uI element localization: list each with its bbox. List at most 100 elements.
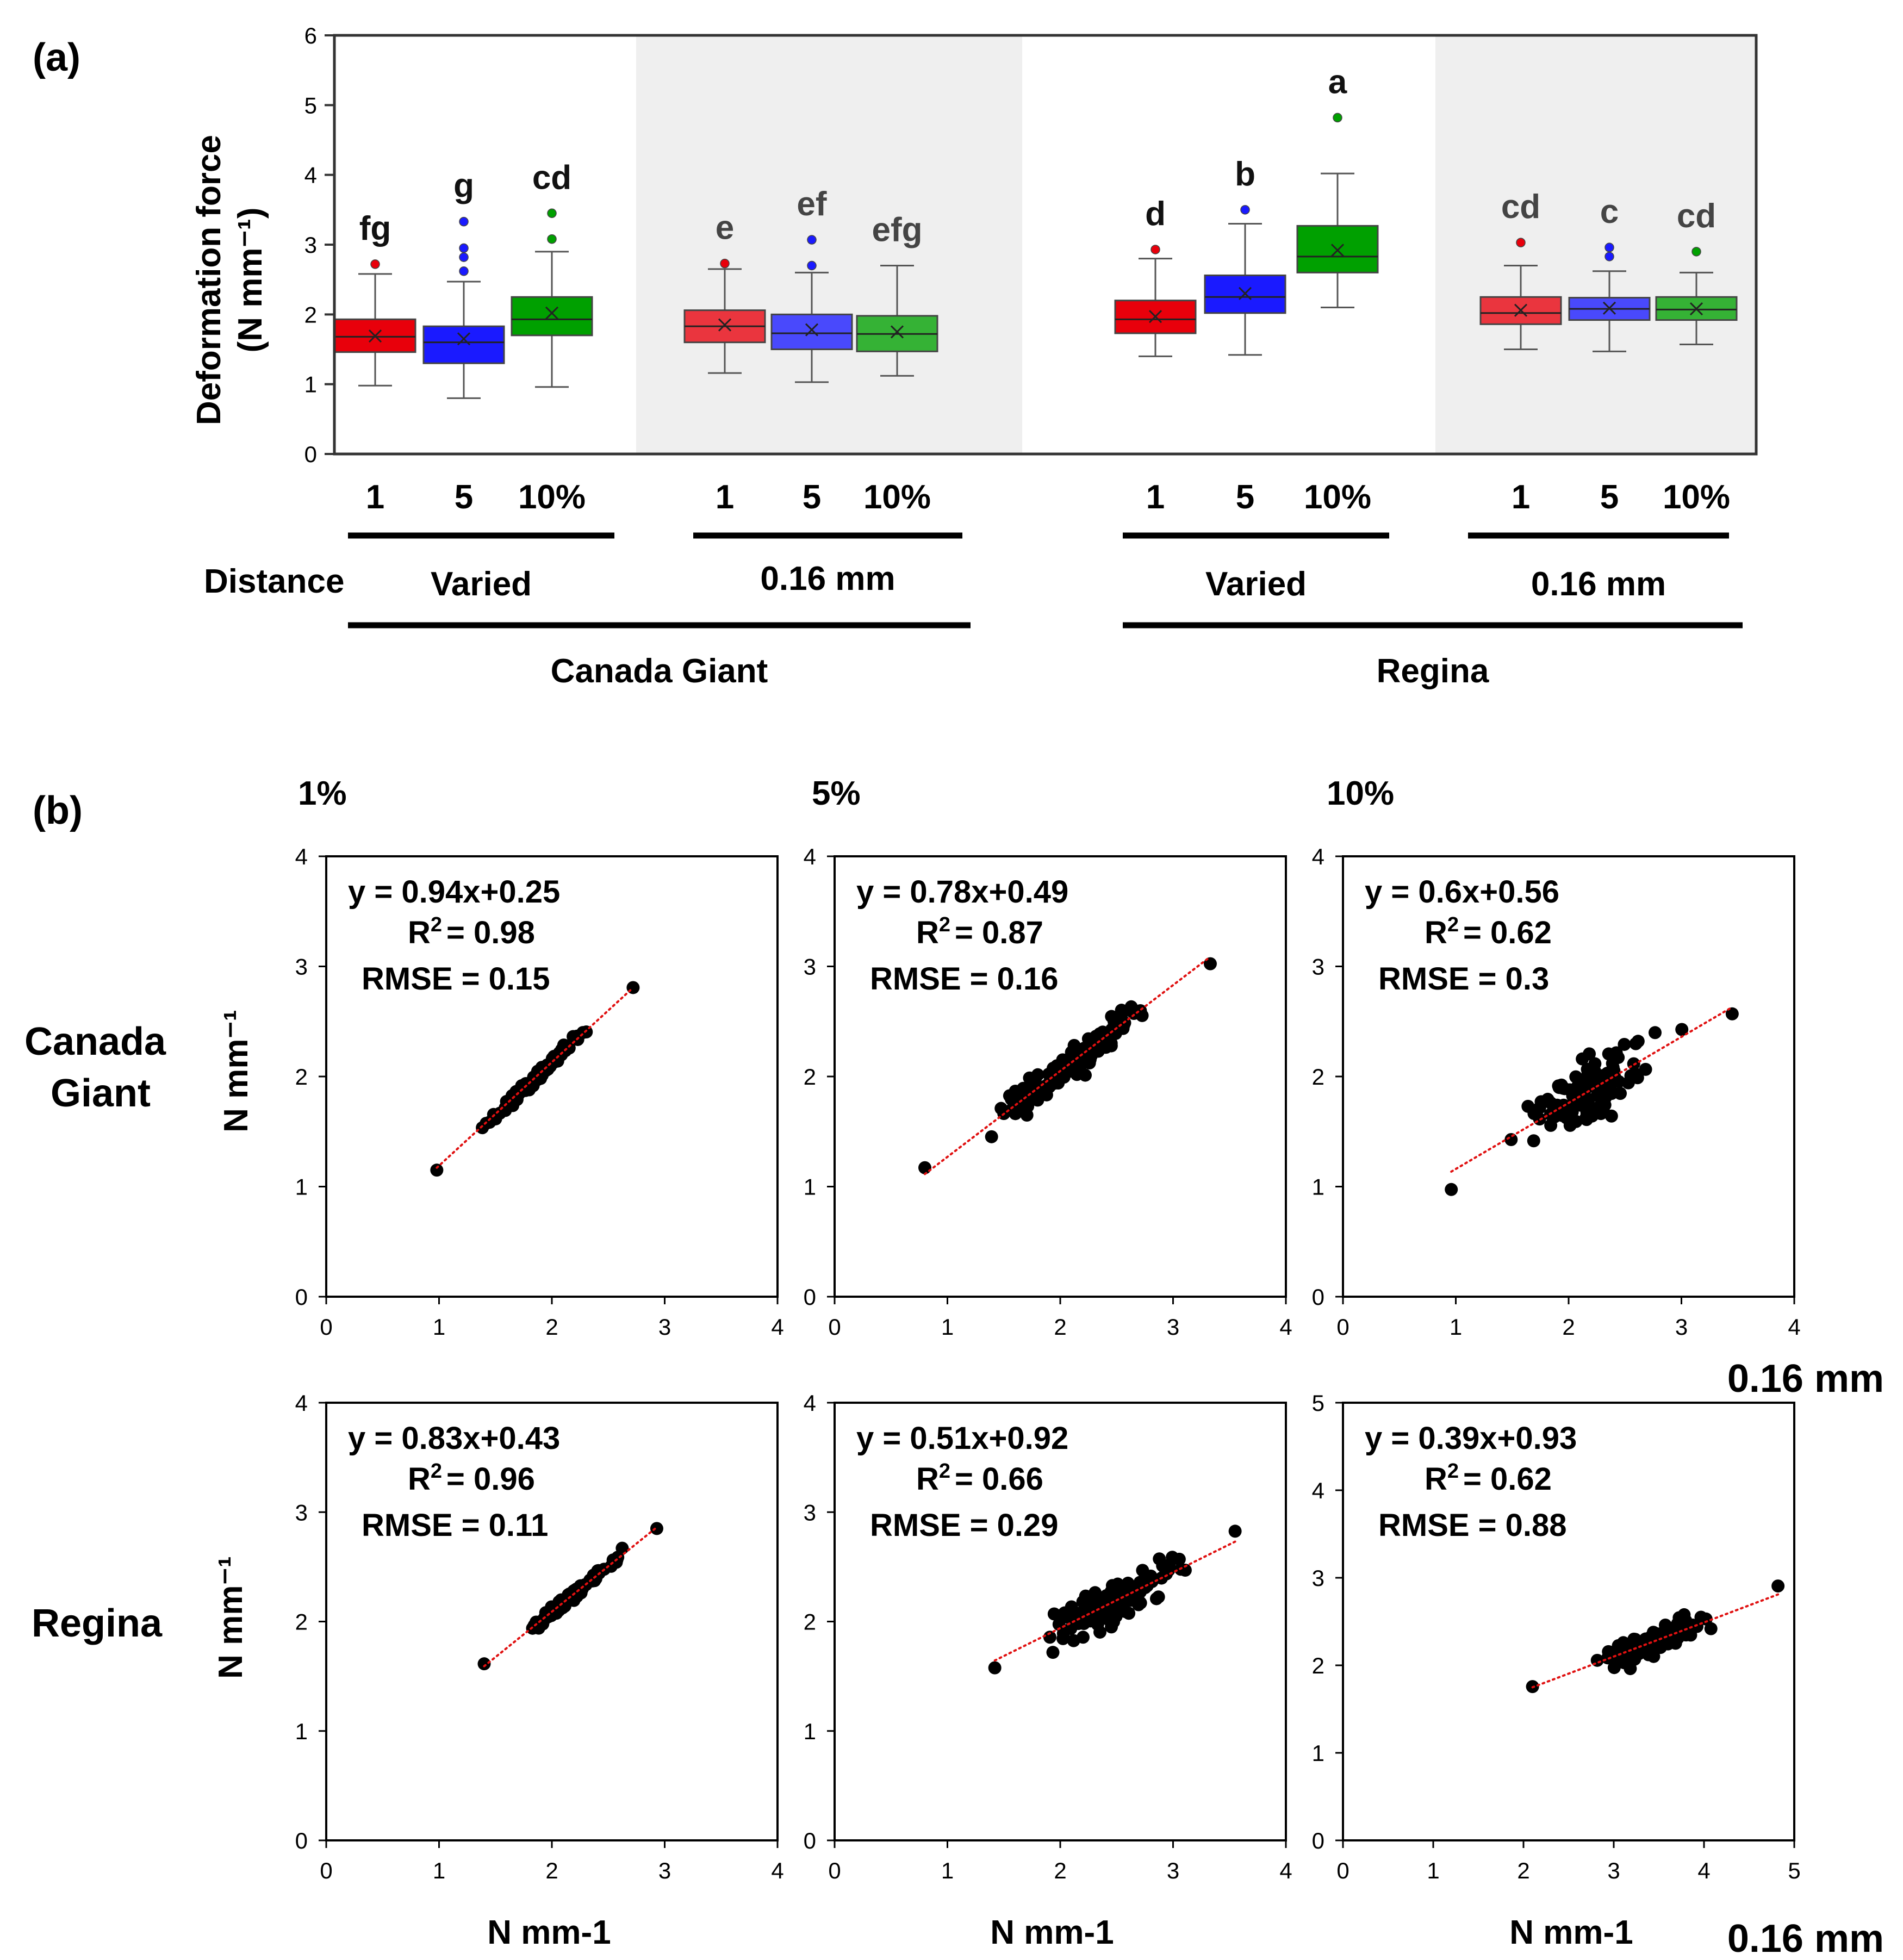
y-tick-label: 0 bbox=[804, 1284, 816, 1310]
y-tick-label: 0 bbox=[1312, 1284, 1324, 1310]
outlier-point bbox=[459, 243, 469, 253]
significance-letter: g bbox=[453, 167, 474, 205]
distance-group-label: Varied bbox=[1205, 565, 1307, 603]
r-squared-exponent: 2 bbox=[431, 913, 442, 936]
data-point bbox=[592, 1564, 605, 1577]
x-tick-label: 3 bbox=[1167, 1858, 1179, 1883]
row-header-canada: Canada bbox=[24, 1020, 166, 1063]
r-squared-value: = 0.96 bbox=[446, 1461, 535, 1497]
data-point bbox=[1576, 1052, 1589, 1066]
mean-marker bbox=[718, 318, 732, 332]
data-point bbox=[1067, 1038, 1081, 1052]
outlier-point bbox=[547, 208, 557, 218]
outlier-point bbox=[807, 235, 817, 245]
r-squared: R2 = 0.96 bbox=[408, 1460, 535, 1497]
y-tick-label: 4 bbox=[295, 844, 308, 869]
y-tick-label: 2 bbox=[295, 1609, 308, 1635]
significance-letter: e bbox=[716, 209, 734, 247]
distance-group-label: 0.16 mm bbox=[1531, 565, 1666, 603]
data-point bbox=[1086, 1609, 1099, 1622]
x-tick-label: 0 bbox=[828, 1314, 841, 1340]
y-tick-label: 2 bbox=[304, 302, 317, 327]
x-tick-label: 10% bbox=[518, 478, 586, 516]
shaded-region bbox=[1435, 35, 1756, 454]
r-squared-exponent: 2 bbox=[431, 1460, 442, 1483]
r-squared-exponent: 2 bbox=[939, 1460, 950, 1483]
distance-group-label: Varied bbox=[431, 565, 532, 603]
data-point bbox=[1639, 1636, 1652, 1650]
data-point bbox=[1648, 1026, 1662, 1040]
data-point bbox=[1043, 1631, 1056, 1644]
data-point bbox=[1602, 1047, 1615, 1061]
column-header-10: 10% bbox=[1327, 775, 1394, 812]
y-tick-label: 3 bbox=[804, 954, 816, 980]
data-point bbox=[1563, 1118, 1577, 1132]
x-tick-label: 10% bbox=[863, 478, 931, 516]
outlier-point bbox=[1605, 252, 1614, 262]
x-tick-label: 1 bbox=[1146, 478, 1165, 516]
y-tick-label: 4 bbox=[804, 1390, 816, 1416]
panel-b: (b) 1% 5% 10% Canada Giant Regina N mm⁻¹… bbox=[24, 775, 1884, 1960]
distance-group-label: 0.16 mm bbox=[760, 560, 895, 598]
y-tick-label: 2 bbox=[804, 1064, 816, 1090]
outlier-point bbox=[1691, 247, 1701, 257]
box-body bbox=[511, 296, 593, 337]
y-axis-title-row2: N mm⁻¹ bbox=[212, 1556, 250, 1679]
rmse: RMSE = 0.88 bbox=[1378, 1508, 1567, 1543]
data-point bbox=[615, 1541, 629, 1555]
data-point bbox=[1023, 1071, 1036, 1085]
box-1-1: ef bbox=[770, 185, 853, 383]
y-tick-label: 4 bbox=[1312, 1478, 1324, 1503]
y-tick-label: 4 bbox=[304, 163, 317, 188]
box-3-1: c bbox=[1568, 193, 1651, 352]
outlier-point bbox=[547, 234, 557, 244]
y-tick-label: 2 bbox=[295, 1064, 308, 1090]
y-tick-label: 3 bbox=[295, 954, 308, 980]
data-point bbox=[1544, 1118, 1558, 1132]
x-tick-label: 2 bbox=[1054, 1858, 1066, 1883]
x-tick-label: 1 bbox=[1427, 1858, 1439, 1883]
x-tick-label: 10% bbox=[1663, 478, 1730, 516]
shaded-region bbox=[636, 35, 1022, 454]
rmse: RMSE = 0.29 bbox=[870, 1508, 1059, 1543]
data-point bbox=[1625, 1654, 1639, 1667]
rmse: RMSE = 0.15 bbox=[362, 961, 550, 997]
data-point bbox=[1113, 1582, 1127, 1596]
data-point bbox=[1009, 1084, 1022, 1098]
significance-letter: b bbox=[1235, 155, 1255, 193]
significance-letter: cd bbox=[1677, 197, 1716, 235]
x-tick-label: 2 bbox=[1517, 1858, 1529, 1883]
r-squared-symbol: R bbox=[1425, 915, 1447, 950]
x-tick-label: 4 bbox=[1697, 1858, 1710, 1883]
mean-marker bbox=[1602, 301, 1616, 315]
y-tick-label: 2 bbox=[1312, 1653, 1324, 1678]
data-point bbox=[1579, 1111, 1593, 1125]
data-point bbox=[650, 1522, 663, 1535]
significance-letter: ef bbox=[797, 185, 826, 223]
x-tick-label: 0 bbox=[320, 1314, 332, 1340]
y-tick-label: 1 bbox=[1312, 1740, 1324, 1766]
x-tick-label: 0 bbox=[1336, 1314, 1349, 1340]
r-squared-exponent: 2 bbox=[1447, 1460, 1459, 1483]
y-tick-label: 5 bbox=[1312, 1390, 1324, 1416]
box-1-0: e bbox=[683, 209, 766, 374]
data-point bbox=[1091, 1044, 1105, 1058]
x-tick-label: 1 bbox=[1512, 478, 1530, 516]
mean-marker bbox=[890, 325, 904, 339]
x-axis-title-2: N mm-1 bbox=[990, 1914, 1114, 1951]
box-0-2: cd bbox=[511, 159, 593, 388]
outlier-point bbox=[1333, 113, 1342, 123]
y-tick-label: 0 bbox=[1312, 1828, 1324, 1853]
data-point bbox=[1172, 1552, 1186, 1566]
r-squared-exponent: 2 bbox=[939, 913, 950, 936]
data-point bbox=[985, 1130, 998, 1143]
data-point bbox=[1504, 1133, 1518, 1147]
x-tick-label: 5 bbox=[1788, 1858, 1800, 1883]
box-1-2: efg bbox=[856, 211, 938, 377]
data-point bbox=[1771, 1579, 1785, 1593]
y-tick-label: 1 bbox=[1312, 1174, 1324, 1200]
y-tick-label: 1 bbox=[295, 1174, 308, 1200]
